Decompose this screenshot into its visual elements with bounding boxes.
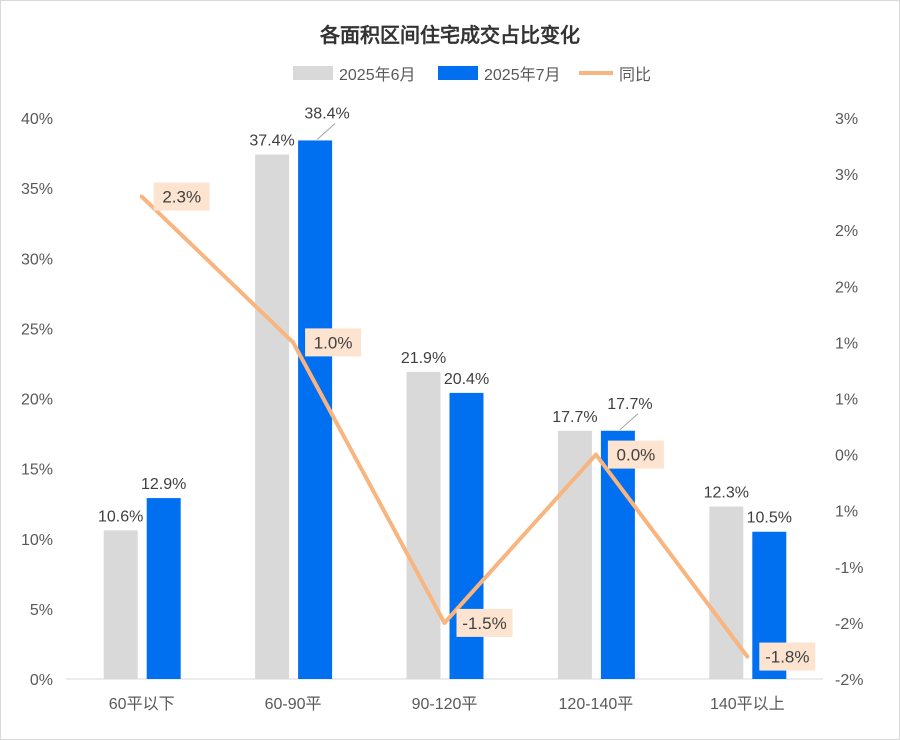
right-axis-tick: -2% <box>835 616 863 633</box>
bar-data-label: 10.5% <box>747 510 792 527</box>
right-axis-tick: 0% <box>835 448 858 465</box>
right-axis-tick: 3% <box>835 111 858 128</box>
chart-title: 各面积区间住宅成交占比变化 <box>319 23 580 47</box>
right-axis-tick: -1% <box>835 560 863 577</box>
right-axis-tick: -2% <box>835 672 863 689</box>
line-data-label: -1.5% <box>462 614 506 633</box>
left-axis-tick: 25% <box>21 321 53 338</box>
yoy-line <box>140 195 749 658</box>
legend-label-1: 2025年7月 <box>484 66 561 84</box>
legend-label-2: 同比 <box>619 66 651 84</box>
bar-data-label: 21.9% <box>401 350 446 367</box>
right-axis-tick: 2% <box>835 279 858 296</box>
left-axis-tick: 30% <box>21 251 53 268</box>
bar-data-label: 12.3% <box>704 484 749 501</box>
left-axis-tick: 35% <box>21 181 53 198</box>
yoy-point <box>593 452 598 457</box>
left-axis-tick: 20% <box>21 392 53 409</box>
bar-data-label: 10.6% <box>98 508 143 525</box>
left-axis-tick: 5% <box>30 602 53 619</box>
line-label-box <box>759 642 816 671</box>
bar-jun <box>255 154 290 680</box>
legend-swatch-1 <box>438 66 478 80</box>
bar-jul <box>146 498 181 679</box>
left-axis-tick: 40% <box>21 111 53 128</box>
left-axis-tick: 15% <box>21 462 53 479</box>
right-axis-tick: 1% <box>835 392 858 409</box>
yoy-point <box>139 194 144 199</box>
right-axis-tick: 3% <box>835 167 858 184</box>
bar-data-label: 37.4% <box>249 132 294 149</box>
right-axis-tick: 1% <box>835 335 858 352</box>
line-label-box <box>607 440 664 469</box>
bar-jun <box>406 371 441 679</box>
line-label-box <box>305 328 362 357</box>
leader-line <box>316 123 336 140</box>
right-axis-tick: 1% <box>835 504 858 521</box>
left-axis-tick: 10% <box>21 532 53 549</box>
bar-data-label: 17.7% <box>552 409 597 426</box>
bar-jun <box>709 506 744 679</box>
bar-jun <box>103 530 138 679</box>
yoy-point <box>745 654 750 659</box>
yoy-point <box>442 620 447 625</box>
bar-data-label: 12.9% <box>141 476 186 493</box>
line-data-label: 0.0% <box>617 446 656 465</box>
line-label-box <box>153 182 210 211</box>
legend-label-0: 2025年6月 <box>339 66 416 84</box>
category-label: 120-140平 <box>559 696 634 713</box>
line-data-label: 1.0% <box>314 333 353 352</box>
bar-data-label: 38.4% <box>304 105 349 122</box>
right-axis-tick: 2% <box>835 223 858 240</box>
leader-line <box>619 413 639 431</box>
bar-data-label: 17.7% <box>607 396 652 413</box>
line-label-box <box>456 608 513 637</box>
category-label: 90-120平 <box>412 696 478 713</box>
category-label: 140平以上 <box>710 695 785 713</box>
bar-data-label: 20.4% <box>444 371 489 388</box>
category-label: 60平以下 <box>109 696 175 713</box>
category-label: 60-90平 <box>265 696 322 713</box>
legend-swatch-0 <box>293 66 333 80</box>
left-axis-tick: 0% <box>30 672 53 689</box>
line-data-label: 2.3% <box>162 188 201 207</box>
yoy-point <box>291 340 296 345</box>
line-data-label: -1.8% <box>765 648 809 667</box>
bar-jul <box>298 140 333 679</box>
bar-jun <box>557 430 592 679</box>
